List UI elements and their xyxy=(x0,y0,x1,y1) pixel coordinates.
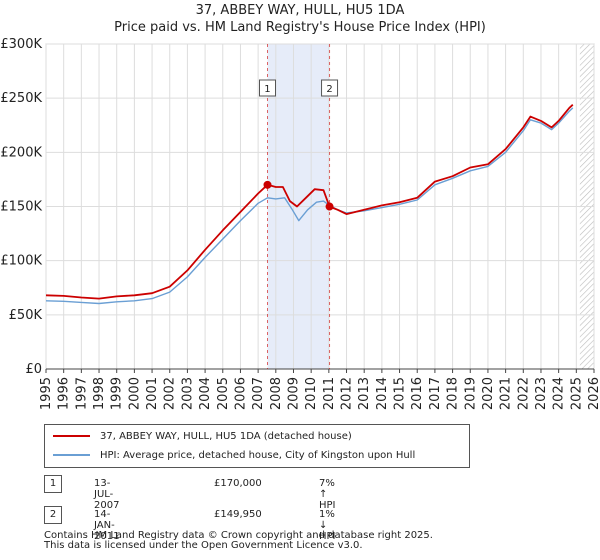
x-tick-label: 2014 xyxy=(375,377,390,410)
chart-title: 37, ABBEY WAY, HULL, HU5 1DA xyxy=(196,3,405,18)
x-tick-label: 1996 xyxy=(57,377,72,410)
x-tick-label: 2006 xyxy=(233,377,248,410)
hpi-line xyxy=(45,107,574,305)
x-tick-label: 2009 xyxy=(286,377,301,410)
sale-point xyxy=(263,180,272,189)
y-tick-label: £250K xyxy=(0,91,42,106)
y-tick-label: £150K xyxy=(0,200,42,215)
transaction-price: £149,950 xyxy=(214,509,262,520)
legend-swatch-property xyxy=(53,435,90,437)
footer-copyright: Contains HM Land Registry data © Crown c… xyxy=(44,530,433,541)
transaction-date: 13-JUL-2007 xyxy=(94,478,120,511)
footer: Contains HM Land Registry data © Crown c… xyxy=(44,531,433,551)
marker-badge-label: 2 xyxy=(326,84,332,95)
x-tick-label: 2007 xyxy=(251,377,266,410)
price-chart: 37, ABBEY WAY, HULL, HU5 1DA Price paid … xyxy=(0,3,600,410)
x-tick-label: 2000 xyxy=(127,377,142,410)
x-tick-label: 1995 xyxy=(39,377,54,410)
y-tick-label: £50K xyxy=(9,308,43,323)
transaction-price: £170,000 xyxy=(214,478,262,489)
marker-badge xyxy=(321,79,339,97)
x-tick-label: 2022 xyxy=(516,377,531,410)
transaction-hpi-change: 1% ↓ HPI xyxy=(319,509,336,542)
x-tick-label: 2017 xyxy=(428,377,443,410)
y-tick-label: £100K xyxy=(0,254,42,269)
transaction-date: 14-JAN-2011 xyxy=(94,509,120,542)
x-tick-label: 2001 xyxy=(145,377,160,410)
marker-badge-label: 1 xyxy=(264,84,270,95)
x-tick-label: 2024 xyxy=(552,377,567,410)
x-tick-label: 2011 xyxy=(322,377,337,410)
x-tick-label: 1998 xyxy=(92,377,107,410)
x-tick-label: 1997 xyxy=(74,377,89,410)
x-tick-label: 2002 xyxy=(163,377,178,410)
x-tick-label: 2021 xyxy=(499,377,514,410)
legend-swatch-hpi xyxy=(53,454,90,456)
x-tick-label: 2026 xyxy=(587,377,600,410)
x-tick-label: 2008 xyxy=(269,377,284,410)
legend-entry-hpi: HPI: Average price, detached house, City… xyxy=(53,446,415,464)
x-tick-label: 2004 xyxy=(198,377,213,410)
footer-licence: This data is licensed under the Open Gov… xyxy=(44,540,363,551)
transaction-hpi-change: 7% ↑ HPI xyxy=(319,478,336,511)
legend-label-property: 37, ABBEY WAY, HULL, HU5 1DA (detached h… xyxy=(100,430,352,442)
legend-label-hpi: HPI: Average price, detached house, City… xyxy=(100,449,416,461)
property-price-line xyxy=(45,104,574,300)
x-tick-label: 2013 xyxy=(357,377,372,410)
legend-entry-property: 37, ABBEY WAY, HULL, HU5 1DA (detached h… xyxy=(53,427,352,445)
x-tick-label: 2005 xyxy=(216,377,231,410)
x-tick-label: 2023 xyxy=(534,377,549,410)
x-tick-label: 1999 xyxy=(110,377,125,410)
x-tick-label: 2018 xyxy=(446,377,461,410)
x-tick-label: 2020 xyxy=(481,377,496,410)
y-tick-label: £300K xyxy=(0,37,42,52)
transaction-badge: 1 xyxy=(44,475,62,493)
marker-badge xyxy=(258,79,276,97)
sale-point xyxy=(325,202,334,211)
y-tick-label: £200K xyxy=(0,145,42,160)
chart-subtitle: Price paid vs. HM Land Registry's House … xyxy=(114,20,486,35)
x-tick-label: 2012 xyxy=(340,377,355,410)
transaction-badge: 2 xyxy=(44,506,62,524)
x-tick-label: 2025 xyxy=(569,377,584,410)
x-tick-label: 2010 xyxy=(304,377,319,410)
x-tick-label: 2015 xyxy=(393,377,408,410)
x-tick-label: 2016 xyxy=(410,377,425,410)
x-tick-label: 2019 xyxy=(463,377,478,410)
x-tick-label: 2003 xyxy=(180,377,195,410)
y-tick-label: £0 xyxy=(25,362,42,377)
legend: 37, ABBEY WAY, HULL, HU5 1DA (detached h… xyxy=(44,424,470,468)
